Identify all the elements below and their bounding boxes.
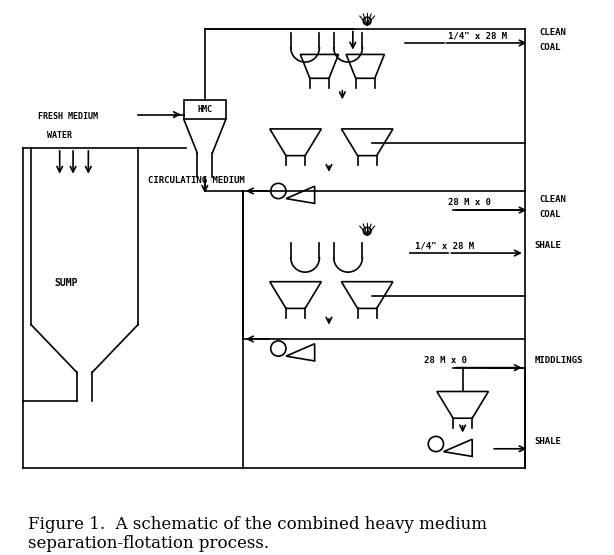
Polygon shape bbox=[437, 391, 488, 418]
Text: CLEAN: CLEAN bbox=[539, 28, 566, 37]
Text: 28 M x 0: 28 M x 0 bbox=[424, 356, 467, 365]
Polygon shape bbox=[286, 344, 314, 361]
Polygon shape bbox=[300, 54, 338, 78]
Text: 28 M x 0: 28 M x 0 bbox=[448, 198, 491, 208]
Circle shape bbox=[363, 17, 371, 25]
Polygon shape bbox=[443, 439, 472, 456]
Text: 1/4" x 28 M: 1/4" x 28 M bbox=[415, 241, 474, 250]
Circle shape bbox=[429, 436, 443, 452]
Text: COAL: COAL bbox=[539, 43, 561, 52]
FancyBboxPatch shape bbox=[184, 100, 226, 119]
Circle shape bbox=[271, 183, 286, 199]
Text: FRESH MEDIUM: FRESH MEDIUM bbox=[37, 112, 98, 122]
Text: SUMP: SUMP bbox=[54, 279, 77, 289]
Polygon shape bbox=[346, 54, 384, 78]
Text: COAL: COAL bbox=[539, 210, 561, 219]
Circle shape bbox=[363, 227, 371, 235]
Polygon shape bbox=[286, 186, 314, 203]
Polygon shape bbox=[270, 129, 321, 155]
Text: 1/4" x 28 M: 1/4" x 28 M bbox=[448, 31, 507, 40]
Text: SHALE: SHALE bbox=[534, 437, 561, 446]
Polygon shape bbox=[270, 282, 321, 309]
Text: MIDDLINGS: MIDDLINGS bbox=[534, 356, 583, 365]
Text: CLEAN: CLEAN bbox=[539, 195, 566, 204]
Polygon shape bbox=[341, 282, 393, 309]
Text: SHALE: SHALE bbox=[534, 241, 561, 250]
Circle shape bbox=[271, 341, 286, 356]
Text: Figure 1.  A schematic of the combined heavy medium
separation-flotation process: Figure 1. A schematic of the combined he… bbox=[28, 516, 487, 552]
Text: CIRCULATING MEDIUM: CIRCULATING MEDIUM bbox=[147, 176, 244, 185]
Polygon shape bbox=[341, 129, 393, 155]
Text: WATER: WATER bbox=[47, 132, 72, 140]
Text: HMC: HMC bbox=[197, 105, 212, 114]
